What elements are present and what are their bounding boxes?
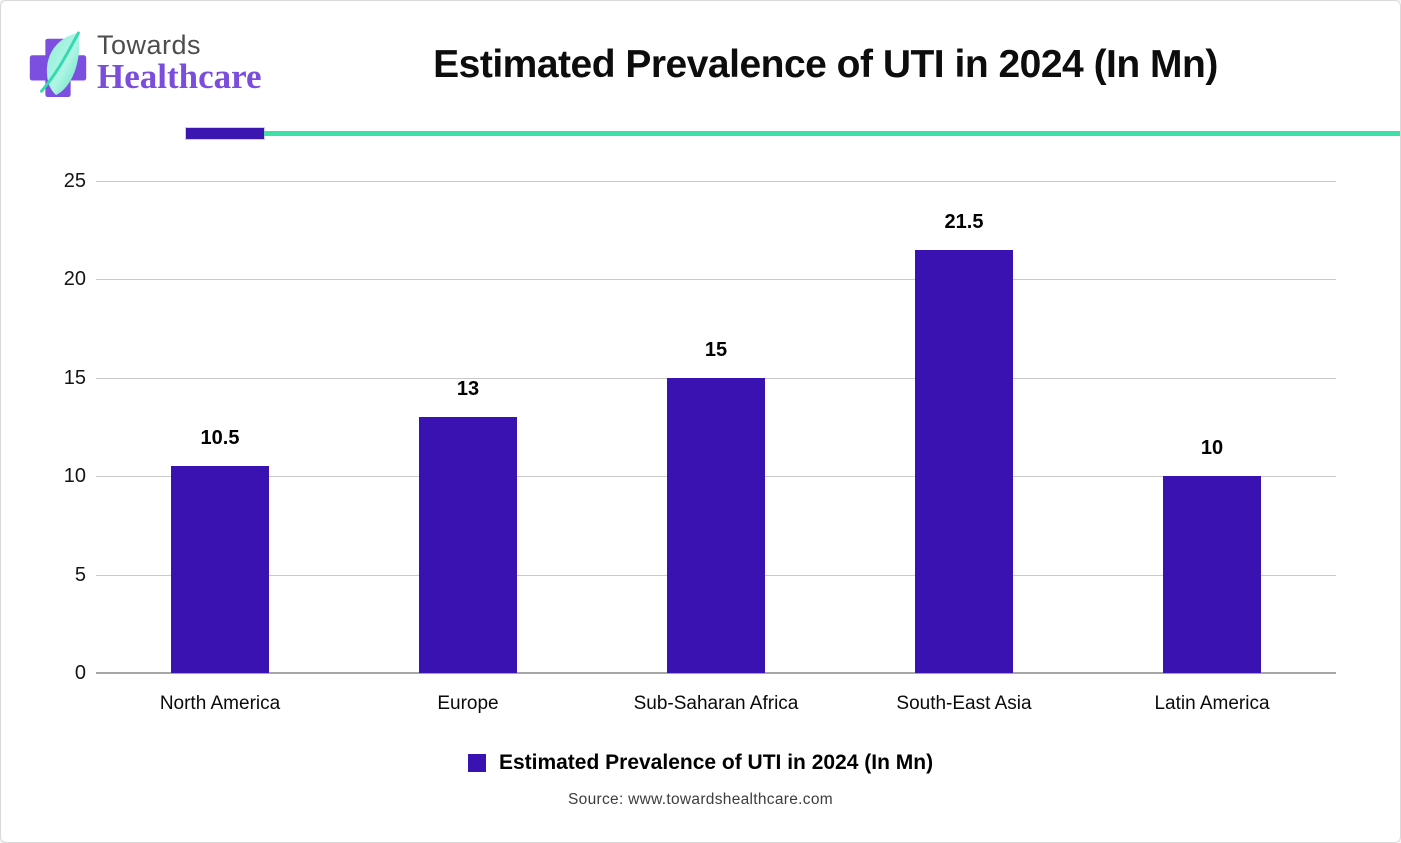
- towards-healthcare-logo-icon: [29, 31, 87, 98]
- bar-chart-plot-area: 25 20 15 10 5 0 10.5 North America 13 Europe 15 Sub…: [64, 170, 1336, 714]
- bar-value-latin-america: 10: [1200, 437, 1224, 460]
- y-axis-tick-0: 0: [74, 662, 86, 684]
- legend-swatch: [467, 754, 486, 772]
- x-axis-label-latin-america: Latin America: [1154, 693, 1270, 714]
- y-axis-tick-20: 20: [63, 268, 86, 291]
- y-axis-tick-10: 10: [63, 465, 86, 488]
- y-axis-tick-25: 25: [63, 170, 86, 192]
- bar-north-america: [171, 466, 269, 673]
- bar-sub-saharan-africa: [667, 377, 765, 673]
- bar-south-east-asia: [915, 249, 1013, 673]
- divider-accent-purple: [185, 127, 265, 140]
- divider-line-teal: [264, 131, 1400, 136]
- bar-value-north-america: 10.5: [200, 427, 240, 450]
- bar-value-europe: 13: [456, 378, 480, 401]
- chart-title: Estimated Prevalence of UTI in 2024 (In …: [433, 43, 1218, 86]
- source-attribution: Source: www.towardshealthcare.com: [568, 791, 833, 808]
- y-axis-tick-15: 15: [63, 366, 86, 389]
- brand-logo-text: Towards Healthcare: [97, 29, 262, 97]
- bar-value-sub-saharan-africa: 15: [704, 338, 728, 361]
- title-divider: [185, 127, 1400, 140]
- bar-europe: [419, 417, 517, 673]
- gridline-y-0: [96, 672, 1336, 674]
- x-axis-label-sub-saharan-africa: Sub-Saharan Africa: [633, 693, 799, 714]
- brand-name-towards: Towards: [97, 30, 202, 60]
- bar-value-south-east-asia: 21.5: [944, 210, 984, 233]
- brand-name-healthcare: Healthcare: [97, 57, 262, 97]
- x-axis-label-europe: Europe: [437, 693, 499, 714]
- chart-legend: Estimated Prevalence of UTI in 2024 (In …: [1, 751, 1400, 775]
- brand-logo: Towards Healthcare: [27, 29, 262, 99]
- y-axis-tick-5: 5: [74, 563, 86, 586]
- bar-latin-america: [1163, 476, 1261, 673]
- legend-label: Estimated Prevalence of UTI in 2024 (In …: [498, 751, 934, 774]
- gridline-y-20: [96, 279, 1336, 281]
- gridline-y-25: [96, 181, 1336, 182]
- x-axis-label-south-east-asia: South-East Asia: [896, 693, 1032, 714]
- x-axis-label-north-america: North America: [159, 693, 281, 714]
